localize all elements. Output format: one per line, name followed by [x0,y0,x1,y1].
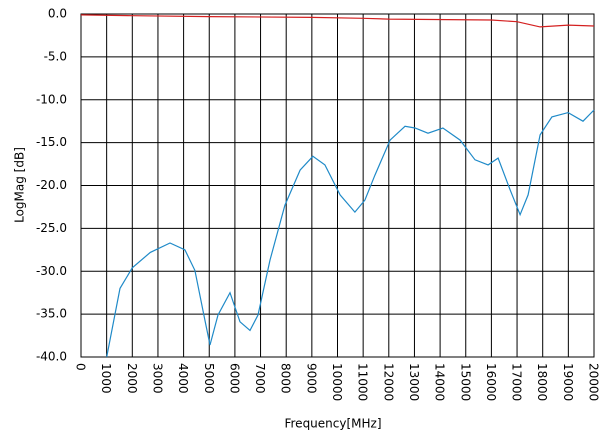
x-tick-label: 1000 [99,363,113,394]
data-line [106,109,595,358]
plot-border [80,13,595,358]
y-tick-label: -15.0 [36,135,67,149]
y-tick-label: -25.0 [36,221,67,235]
y-tick-label: -30.0 [36,264,67,278]
x-tick-label: 11000 [356,363,370,401]
y-axis-label: LogMag [dB] [13,147,27,223]
x-tick-label: 13000 [407,363,421,401]
y-tick-label: -10.0 [36,92,67,106]
x-tick-label: 5000 [202,363,216,394]
x-tick-label: 16000 [484,363,498,401]
y-tick-label: -5.0 [44,49,67,63]
data-line [80,14,595,28]
x-tick-label: 10000 [330,363,344,401]
x-tick-label: 6000 [227,363,241,394]
y-tick-label: -20.0 [36,178,67,192]
x-tick-label: 15000 [458,363,472,401]
y-tick-label: 0.0 [48,7,67,21]
x-tick-label: 0 [74,363,88,371]
x-tick-label: 19000 [561,363,575,401]
x-tick-label: 9000 [304,363,318,394]
y-tick-label: -35.0 [36,307,67,321]
x-tick-label: 4000 [176,363,190,394]
x-tick-label: 8000 [279,363,293,394]
x-tick-label: 17000 [510,363,524,401]
x-tick-label: 7000 [253,363,267,394]
x-axis-label: Frequency[MHz] [284,417,381,431]
x-tick-label: 12000 [381,363,395,401]
x-tick-label: 3000 [150,363,164,394]
x-tick-label: 20000 [587,363,601,401]
x-tick-label: 2000 [125,363,139,394]
x-tick-label: 18000 [535,363,549,401]
x-tick-label: 14000 [433,363,447,401]
y-tick-label: -40.0 [36,350,67,364]
